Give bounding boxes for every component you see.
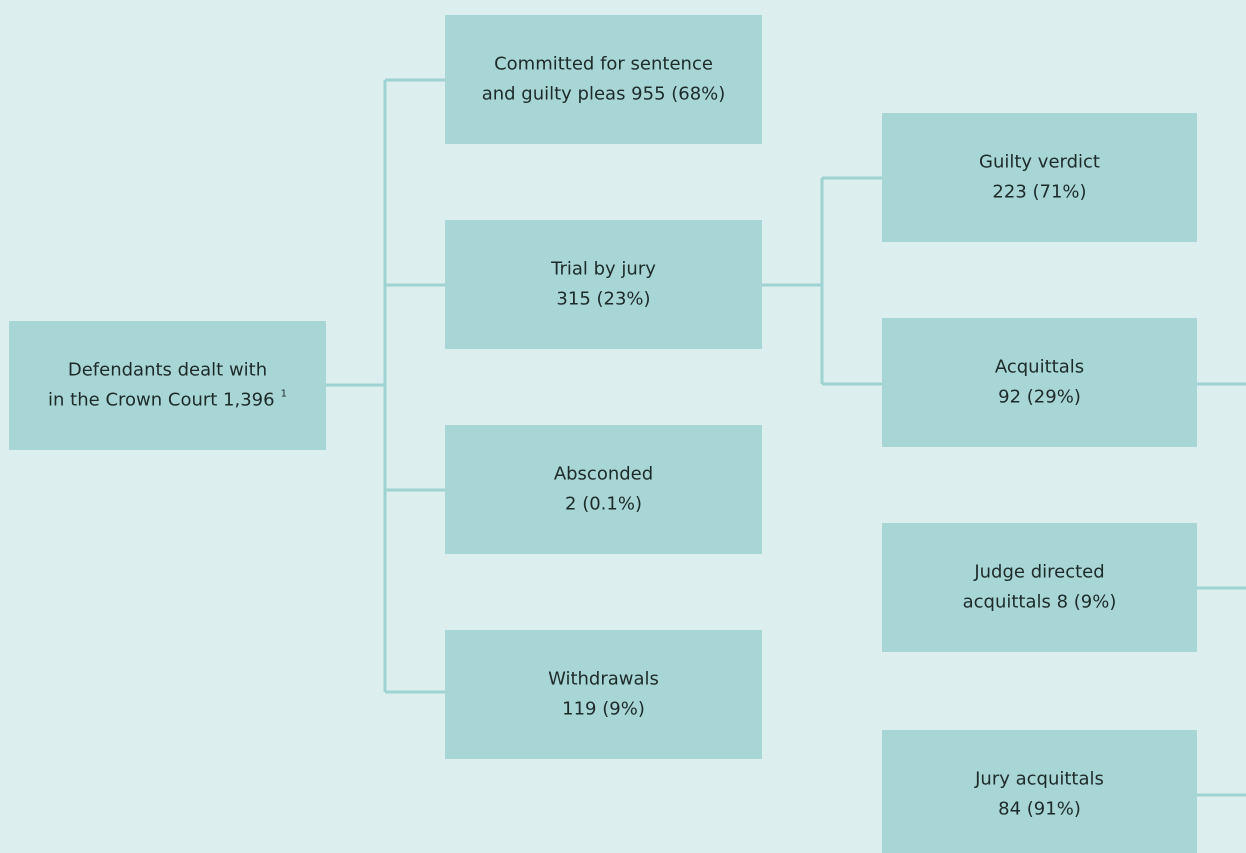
label-text: 2 (0.1%) bbox=[565, 494, 642, 515]
node-label: 2 (0.1%) bbox=[565, 494, 642, 515]
footnote-marker: 1 bbox=[281, 389, 287, 400]
node: Trial by jury 315 (23%) bbox=[445, 220, 762, 349]
node-box bbox=[882, 113, 1197, 242]
label-text: Committed for sentence bbox=[494, 54, 713, 75]
label-text: Acquittals bbox=[995, 357, 1084, 378]
label-text: Trial by jury bbox=[550, 259, 656, 280]
label-text: Guilty verdict bbox=[979, 152, 1100, 173]
node-box bbox=[445, 630, 762, 759]
node: Committed for sentence and guilty pleas 9… bbox=[445, 15, 762, 144]
node-box bbox=[882, 730, 1197, 853]
node-label: Jury acquittals bbox=[974, 769, 1104, 790]
node-label: Committed for sentence bbox=[494, 54, 713, 75]
node-label: Defendants dealt with bbox=[68, 360, 267, 381]
label-text: Judge directed bbox=[973, 562, 1104, 583]
node-label: 119 (9%) bbox=[562, 699, 645, 720]
node: Acquittals 92 (29%) bbox=[882, 318, 1197, 447]
node: Guilty verdict 223 (71%) bbox=[882, 113, 1197, 242]
label-text: acquittals 8 (9%) bbox=[963, 592, 1117, 613]
label-text: Withdrawals bbox=[548, 669, 659, 690]
label-text: 119 (9%) bbox=[562, 699, 645, 720]
node-box bbox=[9, 321, 326, 450]
label-text: in the Crown Court 1,396 bbox=[48, 390, 275, 411]
node: Absconded 2 (0.1%) bbox=[445, 425, 762, 554]
label-text: 223 (71%) bbox=[992, 182, 1086, 203]
node-box bbox=[445, 220, 762, 349]
node-label: Absconded bbox=[554, 464, 653, 485]
connector bbox=[762, 176, 882, 386]
connectors bbox=[326, 78, 1246, 797]
label-text: 84 (91%) bbox=[998, 799, 1081, 820]
node-label: Guilty verdict bbox=[979, 152, 1100, 173]
node-label: and guilty pleas 955 (68%) bbox=[482, 84, 726, 105]
node-box bbox=[882, 318, 1197, 447]
label-text: Defendants dealt with bbox=[68, 360, 267, 381]
node-box bbox=[445, 15, 762, 144]
node-label: 92 (29%) bbox=[998, 387, 1081, 408]
node-label: in the Crown Court 1,396 1 bbox=[48, 389, 287, 411]
node-label: Withdrawals bbox=[548, 669, 659, 690]
label-text: 92 (29%) bbox=[998, 387, 1081, 408]
node-label: Trial by jury bbox=[550, 259, 656, 280]
node: Jury acquittals 84 (91%) bbox=[882, 730, 1197, 853]
node-label: 223 (71%) bbox=[992, 182, 1086, 203]
connector bbox=[1197, 382, 1246, 797]
label-text: Absconded bbox=[554, 464, 653, 485]
node-label: Acquittals bbox=[995, 357, 1084, 378]
node: Judge directed acquittals 8 (9%) bbox=[882, 523, 1197, 652]
connector bbox=[326, 78, 445, 694]
node-label: 84 (91%) bbox=[998, 799, 1081, 820]
label-text: and guilty pleas 955 (68%) bbox=[482, 84, 726, 105]
node: Withdrawals 119 (9%) bbox=[445, 630, 762, 759]
node-box bbox=[882, 523, 1197, 652]
node-label: Judge directed bbox=[973, 562, 1104, 583]
label-text: 315 (23%) bbox=[556, 289, 650, 310]
node-box bbox=[445, 425, 762, 554]
node-label: acquittals 8 (9%) bbox=[963, 592, 1117, 613]
node: Defendants dealt with in the Crown Court … bbox=[9, 321, 326, 450]
node-label: 315 (23%) bbox=[556, 289, 650, 310]
label-text: Jury acquittals bbox=[974, 769, 1104, 790]
